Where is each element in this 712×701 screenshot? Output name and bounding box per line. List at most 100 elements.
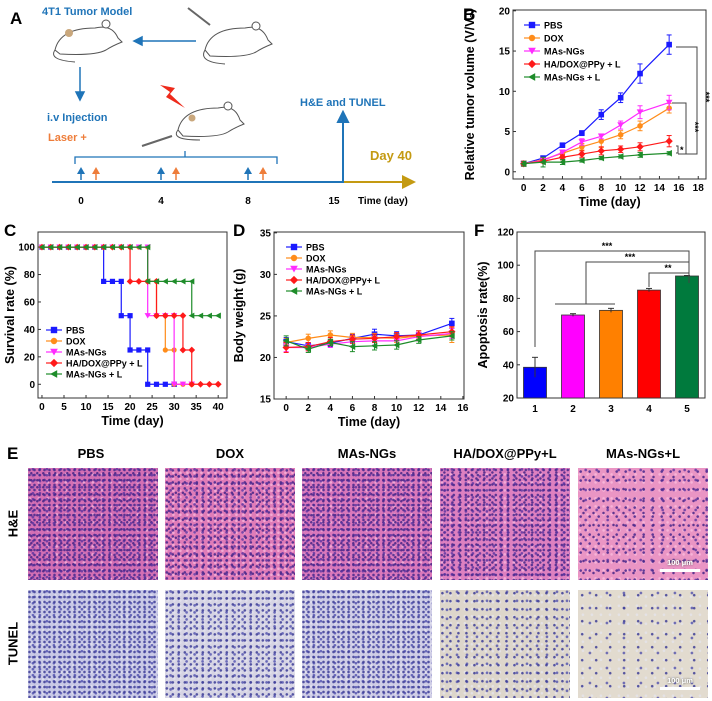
marker-square [528,21,536,29]
marker-tri-left [65,243,71,251]
marker-tri-left [415,336,422,344]
x-tick-label: 4 [560,183,566,194]
treatment-bracket [74,151,278,164]
time-axis-label: Time (day) [358,196,408,207]
dose-arrows [77,167,267,180]
marker-tri-left [206,312,212,319]
laser-arrow-icon [259,167,267,174]
y-tick-label: 30 [260,270,272,281]
marker-diamond [197,380,204,388]
time-tick: 4 [158,196,164,207]
x-tick-label: 3 [608,404,614,415]
marker-diamond [578,150,586,158]
marker-tri-left [665,149,672,157]
y-tick-label: 15 [499,47,511,58]
healthy-mouse-icon [203,21,273,65]
marker-square [579,130,585,136]
series-line [286,332,452,349]
x-axis-title: Time (day) [578,195,640,209]
marker-square [136,347,142,353]
marker-diamond [289,275,299,285]
scale-bar-label: 100 μm [667,558,693,567]
marker-tri-left [153,278,160,285]
marker-tri-left [171,278,177,285]
marker-tri-left [290,287,298,295]
timeline-arrowhead-icon [402,175,416,189]
column-header-mas-ngs: MAs-NGs [337,446,397,461]
time-tick: 15 [328,196,340,207]
laser-arrow-icon [92,167,100,174]
series-mas-ngs-l [282,331,455,353]
legend-label-ha-dox-ppy-l: HA/DOX@PPy+ L [306,276,381,286]
y-axis-title: Apoptosis rate(%) [476,262,490,369]
marker-diamond [214,380,222,388]
x-tick-label: 25 [147,402,159,413]
marker-square [153,381,160,387]
tunel-image-dox [165,590,295,698]
marker-tri-left [135,243,142,251]
marker-tri-down [665,99,673,106]
marker-tri-left [578,157,585,164]
marker-diamond [527,59,537,69]
series-line [286,334,452,344]
endpoint-arrow-icon [336,109,350,182]
laser-arrow-icon [172,167,180,174]
arrow-left-icon [132,35,196,47]
marker-tri-left [326,339,334,346]
marker-tri-left [126,243,133,251]
x-tick-label: 14 [435,403,447,414]
marker-tri-left [188,278,195,285]
x-tick-label: 0 [39,402,45,413]
syringe-icon [187,7,211,26]
bar-4 [637,289,661,399]
y-tick-label: 80 [503,294,515,305]
marker-tri-left [144,243,151,251]
x-tick-label: 0 [283,403,289,414]
bar-3 [599,309,623,399]
marker-tri-left [539,158,546,166]
marker-circle [305,335,312,342]
panel-label-d: D [233,221,245,240]
marker-tri-left [528,73,536,81]
bar-2 [561,314,585,399]
time-tick: 8 [245,196,251,207]
marker-diamond [636,143,644,151]
tumor-model-label: 4T1 Tumor Model [42,6,132,18]
marker-tri-left [50,370,58,378]
x-tick-label: 16 [457,403,469,414]
chart-body-weight: 0 2 4 6 8 10 12 14 16 15 20 25 30 35 Time (day) Body we… [232,228,469,429]
tunel-image-pbs [28,590,158,698]
marker-tri-down [636,109,644,116]
he-image-mas-ngs [302,468,432,580]
marker-tri-left [74,243,80,251]
marker-tri-down [290,265,298,273]
marker-square [617,94,624,101]
y-axis-title: Survival rate (%) [3,266,17,364]
y-tick-label: 0 [29,380,35,391]
x-tick-label: 5 [684,404,690,415]
y-tick-label: 20 [499,6,511,17]
marker-circle [528,34,536,42]
significance-bracket [555,261,689,305]
series-line [286,331,452,349]
marker-tri-down [171,381,178,388]
y-tick-label: 35 [260,228,272,239]
marker-circle [327,332,334,338]
he-image-pbs [28,468,158,580]
x-tick-label: 35 [191,402,203,413]
marker-diamond [665,137,673,145]
x-tick-label: 4 [328,403,334,414]
column-header-mas-ngs-l: MAs-NGs+L [605,446,681,461]
legend-label-pbs: PBS [306,243,325,253]
marker-diamond [370,334,379,342]
marker-tri-left [162,278,168,285]
marker-tri-left [559,158,566,166]
laser-label: Laser + [48,132,87,144]
legend-label-pbs: PBS [544,21,563,31]
significance-bracket [676,46,698,155]
marker-tri-left [371,342,378,350]
marker-tri-left [47,243,54,251]
row-header-he: H&E [5,509,21,538]
y-tick-label: 10 [499,87,511,98]
marker-tri-left [56,243,63,251]
